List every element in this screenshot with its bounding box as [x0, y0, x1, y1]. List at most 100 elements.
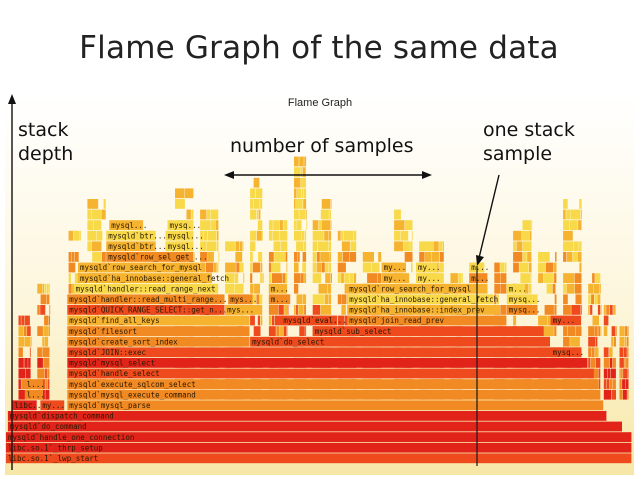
flame-frame-sliver	[349, 273, 354, 283]
flame-frame[interactable]: mysqld`QUICK_RANGE_SELECT::get_n...	[67, 305, 227, 315]
flame-frame-sliver	[297, 188, 302, 199]
flame-frame[interactable]: my...	[381, 262, 407, 273]
flame-frame-sliver	[268, 262, 272, 273]
flame-frame[interactable]: mysqld`sub_select	[312, 326, 544, 336]
flame-frame-sliver	[573, 241, 579, 252]
flame-frame[interactable]: my...	[40, 400, 65, 411]
flame-frame[interactable]: m...	[506, 283, 527, 294]
flame-frame-sliver	[101, 252, 106, 262]
flame-frame-sliver	[563, 294, 568, 305]
flame-frame-box	[469, 273, 488, 283]
flame-frame[interactable]: l...	[24, 389, 45, 400]
flame-frame-sliver	[101, 209, 106, 220]
flame-frame[interactable]: mysqld`mysql_execute_command	[67, 389, 601, 400]
flame-frame-label: mysqld`ha_innobase::index_prev	[349, 306, 485, 315]
flame-frame-sliver	[341, 241, 350, 252]
flame-frame-sliver	[600, 326, 602, 336]
flame-frame-sliver	[424, 252, 432, 262]
flame-frame-box	[106, 241, 156, 252]
flame-frame-sliver	[337, 230, 341, 241]
flame-frame[interactable]: mys...	[225, 305, 256, 315]
flame-frame-sliver	[594, 294, 598, 305]
flame-frame[interactable]: m...	[268, 294, 291, 305]
flame-frame[interactable]: m...	[469, 262, 489, 273]
flame-frame[interactable]: mysqld`create_sort_index	[67, 336, 250, 347]
flame-frame-sliver	[603, 347, 609, 358]
flame-frame-label: mysql...	[168, 242, 204, 251]
flame-frame-label: mysqld`mysql_select	[69, 359, 155, 368]
flame-frame[interactable]: mysqld`btr...	[106, 230, 167, 241]
flame-frame[interactable]: mysqld`row_sel_get_...	[106, 252, 208, 262]
flame-frame-sliver	[598, 368, 601, 379]
flame-frame[interactable]: my...	[550, 315, 576, 326]
flame-frame-sliver	[299, 326, 305, 336]
flame-frame-sliver	[304, 305, 306, 315]
flame-frame[interactable]: mysqld`handle_one_connection	[6, 432, 632, 442]
flame-frame-sliver	[432, 252, 440, 262]
flame-frame[interactable]: libc.so.1`_thrp_setup	[6, 442, 632, 453]
flame-frame[interactable]: mysqld`handler::read_multi_range...	[67, 294, 227, 305]
flame-frame-sliver	[250, 188, 255, 199]
flame-frame-sliver	[579, 262, 582, 273]
flame-frame[interactable]: mysqld`ha_innobase::general_fetch	[347, 294, 498, 305]
flame-frame-sliver	[259, 199, 263, 209]
flame-frame[interactable]: mysqld`btr...	[106, 241, 167, 252]
flame-frame-sliver	[49, 315, 50, 326]
flame-frame[interactable]: mysqld`mysql_select	[67, 358, 588, 368]
flame-frame[interactable]: mysqld`JOIN::exec	[67, 347, 582, 358]
flame-frame[interactable]: mysqld`mysql_parse	[67, 400, 604, 411]
flame-frame[interactable]: mysqld`ha_innobase::index_prev	[347, 305, 500, 315]
flame-frame[interactable]: mysq...	[550, 347, 585, 358]
flame-frame-box	[40, 400, 65, 411]
flame-frame-sliver	[462, 273, 463, 283]
flame-frame[interactable]: mysqld`ha_innobase::general_fetch	[78, 273, 229, 283]
flame-frame-sliver	[300, 167, 303, 177]
flame-frame[interactable]: libc...	[12, 400, 46, 411]
flame-frame-sliver	[74, 273, 78, 283]
flame-frame[interactable]: mysqld`join_read_prev	[347, 315, 507, 326]
flame-frame[interactable]: mysqld`handle_select	[67, 368, 594, 379]
flame-frame[interactable]: mysqld`execute_sqlcom_select	[67, 379, 597, 389]
flame-frame[interactable]: mysqld`row_search_for_mysql	[347, 283, 488, 294]
flame-frame-box	[347, 294, 494, 305]
flame-frame-sliver	[330, 220, 332, 230]
flame-frame[interactable]: l...	[24, 379, 45, 389]
flame-frame-sliver	[610, 305, 613, 315]
flame-frame[interactable]: libc.so.1`_lwp_start	[6, 453, 632, 464]
flame-frame[interactable]: mysql...	[109, 220, 147, 230]
flame-frame[interactable]: mysql...	[165, 230, 204, 241]
flame-frame[interactable]: mysqld`do_select	[250, 336, 550, 347]
flame-frame-sliver	[87, 241, 92, 252]
flame-frame-sliver	[343, 252, 349, 262]
flame-frame-sliver	[362, 252, 374, 262]
flame-frame[interactable]: mysqld`row_search_for_mysql	[78, 262, 202, 273]
flame-frame-box	[268, 283, 288, 294]
flame-frame[interactable]: mysqld`do_command	[7, 421, 622, 432]
flame-frame[interactable]: mysq...	[167, 220, 202, 230]
flame-frame-sliver	[250, 230, 257, 241]
flame-frame-box	[228, 294, 253, 305]
flame-frame-box	[106, 230, 156, 241]
flame-frame-sliver	[43, 326, 49, 336]
flame-frame[interactable]: mys...	[228, 294, 257, 305]
flame-frame-sliver	[513, 315, 517, 326]
flame-frame-sliver	[563, 326, 568, 336]
flame-frame-sliver	[257, 220, 263, 230]
flame-frame[interactable]: mysqld`find_all_keys	[67, 315, 250, 326]
flame-frame-sliver	[603, 315, 609, 326]
flame-frame-sliver	[607, 368, 611, 379]
flame-frame[interactable]: m...	[268, 283, 289, 294]
flame-frame-sliver	[294, 283, 299, 294]
flame-frame[interactable]: my...	[381, 273, 410, 283]
flame-frame[interactable]: m...	[469, 273, 489, 283]
flame-frame[interactable]: mysql...	[165, 241, 204, 252]
flame-frame[interactable]: my...	[416, 273, 441, 283]
flame-frame[interactable]: mysqld`handler::read_range_next	[73, 283, 219, 294]
flame-frame[interactable]: mysq...	[506, 305, 541, 315]
flame-frame[interactable]: mysqld`filesort	[67, 326, 250, 336]
flame-frame[interactable]: mysqld`eval...	[281, 315, 347, 326]
flame-frame-sliver	[96, 230, 103, 241]
flame-frame[interactable]: mysq...	[506, 294, 541, 305]
flame-frame[interactable]: mysqld`dispatch_command	[7, 411, 607, 421]
flame-frame[interactable]: my...	[416, 262, 441, 273]
